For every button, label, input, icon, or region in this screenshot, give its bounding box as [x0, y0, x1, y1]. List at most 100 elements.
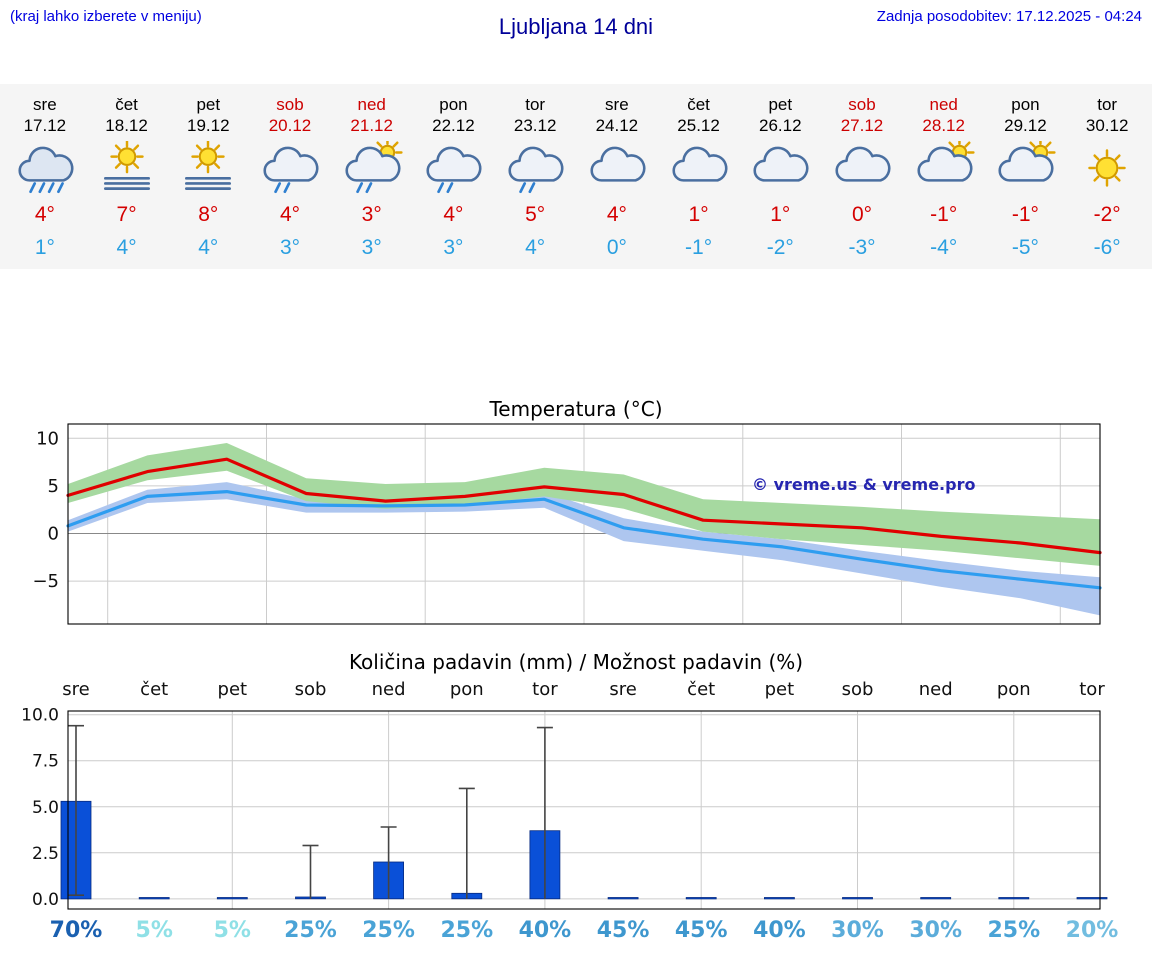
- forecast-day[interactable]: tor 30.12 -2° -6°: [1066, 94, 1148, 261]
- temp-y-tick: 5: [48, 476, 59, 497]
- low-temp: 3°: [443, 235, 464, 259]
- day-name: ned: [929, 95, 958, 114]
- precip-probability: 5%: [214, 918, 251, 943]
- temperature-chart: 10 5 0 −5 © vreme.us & vreme.pro: [32, 423, 1102, 625]
- spacer: [0, 269, 1152, 397]
- day-date: 25.12: [677, 116, 720, 136]
- precip-day-label: sob: [842, 679, 874, 700]
- page-title: Ljubljana 14 dni: [498, 14, 654, 39]
- forecast-day[interactable]: sob 27.12 0° -3°: [821, 94, 903, 261]
- high-temp: 4°: [606, 202, 627, 226]
- temperature-chart-title: Temperatura (°C): [489, 397, 663, 422]
- precip-day-label: čet: [687, 679, 715, 700]
- day-name: pet: [768, 95, 793, 114]
- high-temp: 0°: [851, 202, 873, 226]
- precip-day-label: ned: [919, 679, 953, 700]
- sun-rain-cloud-icon: [331, 140, 413, 199]
- forecast-day[interactable]: čet 18.12 7° 4°: [86, 94, 168, 261]
- forecast-strip: sre 17.12 4° 1° čet 18.12 7° 4° pet 19.12 8° 4° sob 2…: [0, 84, 1152, 270]
- low-temp: 0°: [606, 235, 627, 259]
- day-name: čet: [687, 95, 710, 114]
- forecast-day[interactable]: pon 22.12 4° 3°: [413, 94, 495, 261]
- day-name: sob: [276, 95, 304, 114]
- high-temp: 1°: [688, 202, 709, 226]
- precip-y-tick: 2.5: [32, 844, 59, 864]
- precip-day-label: pon: [997, 679, 1031, 700]
- day-name: tor: [1097, 95, 1118, 114]
- watermark: © vreme.us & vreme.pro: [752, 475, 975, 494]
- precip-probability: 40%: [519, 918, 572, 943]
- temp-y-tick: 10: [36, 428, 59, 449]
- menu-hint: (kraj lahko izberete v meniju): [10, 8, 202, 25]
- low-temp: 4°: [116, 235, 137, 259]
- day-name: sre: [33, 95, 57, 114]
- precip-probability: 30%: [909, 918, 962, 943]
- forecast-day[interactable]: sob 20.12 4° 3°: [249, 94, 331, 261]
- sunny-icon: [1066, 141, 1148, 199]
- high-temp: -1°: [930, 202, 958, 226]
- forecast-day[interactable]: sre 17.12 4° 1°: [4, 94, 86, 261]
- precip-probability: 45%: [597, 918, 650, 943]
- precip-probability: 20%: [1066, 918, 1119, 943]
- forecast-day[interactable]: ned 28.12 -1° -4°: [903, 94, 985, 261]
- forecast-day[interactable]: pet 26.12 1° -2°: [739, 94, 821, 261]
- precip-probability: 70%: [50, 918, 103, 943]
- precip-day-label: tor: [532, 679, 558, 700]
- day-date: 30.12: [1085, 116, 1129, 136]
- precip-day-label: sre: [609, 679, 636, 700]
- precip-probability: 5%: [136, 918, 173, 943]
- day-date: 28.12: [922, 116, 965, 136]
- last-update: Zadnja posodobitev: 17.12.2025 - 04:24: [876, 8, 1142, 25]
- day-name: pon: [439, 95, 468, 114]
- precip-bar: [998, 897, 1030, 900]
- cloudy-icon: [821, 141, 903, 199]
- low-temp: -5°: [1011, 235, 1039, 259]
- precip-probability: 25%: [284, 918, 337, 943]
- forecast-day[interactable]: pon 29.12 -1° -5°: [985, 94, 1067, 261]
- day-date: 18.12: [105, 116, 148, 136]
- low-temp: 4°: [525, 235, 546, 259]
- sun-cloud-icon: [985, 140, 1067, 199]
- precip-day-label: pon: [450, 679, 484, 700]
- day-date: 26.12: [759, 116, 802, 136]
- cloudy-icon: [576, 141, 658, 199]
- high-temp: 3°: [361, 202, 382, 226]
- sun-cloud-icon: [903, 140, 985, 199]
- precip-y-tick: 0.0: [32, 890, 59, 910]
- low-temp: 4°: [198, 235, 219, 259]
- day-name: pon: [1011, 95, 1040, 114]
- day-name: ned: [357, 95, 386, 114]
- precip-day-label: ned: [372, 679, 406, 700]
- forecast-day[interactable]: tor 23.12 5° 4°: [494, 94, 576, 261]
- precip-y-tick: 7.5: [32, 752, 59, 772]
- high-temp: -2°: [1093, 202, 1121, 226]
- day-date: 19.12: [187, 116, 230, 136]
- low-temp: -4°: [930, 235, 958, 259]
- high-temp-line: [66, 457, 1102, 555]
- weather-forecast-page: (kraj lahko izberete v meniju) Ljubljana…: [0, 0, 1152, 944]
- day-date: 17.12: [23, 116, 67, 136]
- low-temp: 3°: [361, 235, 382, 259]
- day-name: čet: [115, 95, 138, 114]
- forecast-day[interactable]: ned 21.12 3° 3°: [331, 94, 413, 261]
- precip-bar: [764, 897, 795, 900]
- day-date: 23.12: [513, 116, 557, 136]
- high-temp: 4°: [279, 202, 301, 226]
- topbar: (kraj lahko izberete v meniju) Ljubljana…: [0, 0, 1152, 64]
- forecast-day[interactable]: čet 25.12 1° -1°: [658, 94, 740, 261]
- high-temp: 8°: [198, 202, 219, 226]
- day-name: sob: [848, 95, 876, 114]
- precip-bar: [607, 897, 639, 900]
- precipitation-chart-title: Količina padavin (mm) / Možnost padavin …: [348, 650, 804, 675]
- rain-cloud-icon: [494, 141, 576, 199]
- low-temp: -6°: [1093, 235, 1121, 259]
- forecast-day[interactable]: pet 19.12 8° 4°: [167, 94, 249, 261]
- day-date: 24.12: [595, 116, 639, 136]
- precip-bar: [216, 897, 248, 900]
- temp-y-tick: 0: [48, 524, 59, 545]
- cloudy-icon: [658, 141, 740, 199]
- forecast-day[interactable]: sre 24.12 4° 0°: [576, 94, 658, 261]
- day-name: pet: [196, 95, 221, 114]
- high-temp: 7°: [116, 202, 137, 226]
